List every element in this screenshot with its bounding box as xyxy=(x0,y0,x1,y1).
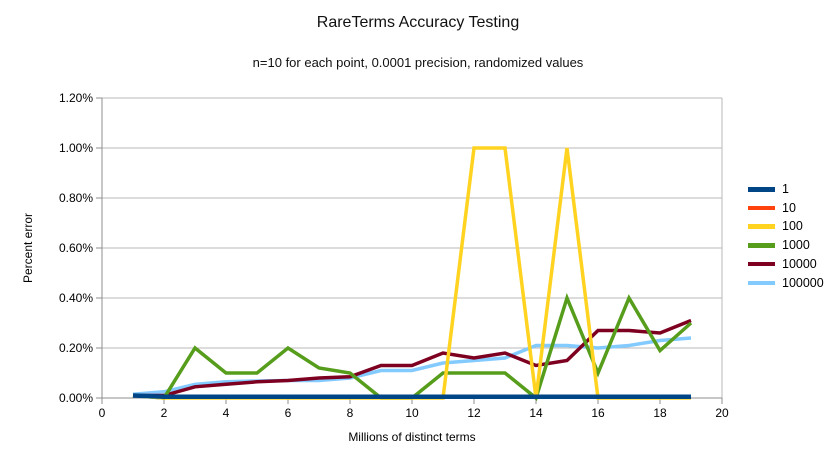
x-tick-label: 2 xyxy=(161,406,168,420)
legend-swatch xyxy=(748,280,775,286)
x-tick-label: 16 xyxy=(591,406,605,420)
y-tick-label: 0.20% xyxy=(59,341,93,355)
x-tick-label: 20 xyxy=(715,406,729,420)
series-line-1 xyxy=(132,393,691,400)
legend-item-10000: 10000 xyxy=(748,255,824,274)
legend-item-100: 100 xyxy=(748,217,824,236)
legend-swatch xyxy=(748,243,775,248)
y-tick-label: 1.20% xyxy=(59,91,93,105)
x-tick-label: 4 xyxy=(223,406,230,420)
series-line-100000 xyxy=(132,336,692,397)
legend-item-1: 1 xyxy=(748,180,824,199)
x-tick-label: 14 xyxy=(529,406,543,420)
x-tick-label: 6 xyxy=(285,406,292,420)
legend-label: 100000 xyxy=(782,275,824,290)
legend-label: 100 xyxy=(782,219,803,234)
legend-item-100000: 100000 xyxy=(748,273,824,292)
legend-swatch xyxy=(748,224,775,229)
chart-subtitle: n=10 for each point, 0.0001 precision, r… xyxy=(252,55,584,70)
legend-swatch xyxy=(748,187,775,192)
legend-item-1000: 1000 xyxy=(748,236,824,255)
y-tick-label: 0.40% xyxy=(59,291,93,305)
y-tick-label: 0.00% xyxy=(59,391,93,405)
y-tick-label: 0.80% xyxy=(59,191,93,205)
legend-label: 10000 xyxy=(782,256,817,271)
x-tick-label: 18 xyxy=(653,406,667,420)
legend-swatch xyxy=(748,261,775,267)
y-tick-label: 0.60% xyxy=(59,241,93,255)
legend: 1 10 100 1000 10000 100000 xyxy=(748,180,824,292)
x-tick-label: 12 xyxy=(467,406,481,420)
series-line-10000 xyxy=(133,318,692,398)
x-tick-label: 10 xyxy=(405,406,419,420)
x-axis-title: Millions of distinct terms xyxy=(348,430,476,444)
legend-item-10: 10 xyxy=(748,199,824,218)
legend-swatch xyxy=(748,205,775,211)
legend-label: 10 xyxy=(782,200,796,215)
chart-title: RareTerms Accuracy Testing xyxy=(316,14,520,31)
series-line-100 xyxy=(132,146,691,400)
legend-label: 1 xyxy=(782,182,789,197)
x-tick-label: 0 xyxy=(99,406,106,420)
legend-label: 1000 xyxy=(782,238,810,253)
y-tick-label: 1.00% xyxy=(59,141,93,155)
x-tick-label: 8 xyxy=(347,406,354,420)
